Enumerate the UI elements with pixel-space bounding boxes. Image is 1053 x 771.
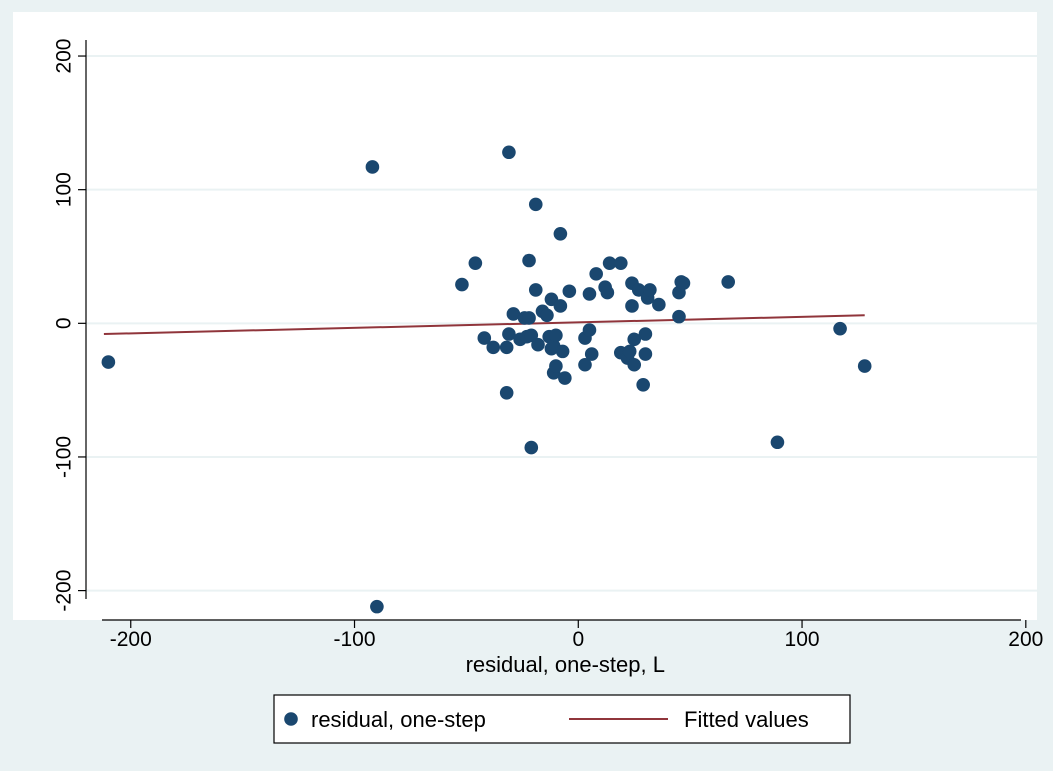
y-tick-label-1: -100 (53, 436, 76, 478)
x-tick-label-4: 200 (1008, 628, 1043, 651)
legend: residual, one-step Fitted values (273, 694, 851, 744)
fitted-values-line (103, 314, 865, 336)
data-point-9 (502, 327, 516, 341)
points-layer (101, 145, 872, 614)
data-point-54 (636, 377, 650, 392)
data-point-6 (486, 340, 501, 355)
data-point-0 (101, 355, 116, 369)
data-point-53 (631, 283, 646, 297)
legend-label-scatter: residual, one-step (311, 707, 486, 732)
legend-label-line: Fitted values (684, 707, 809, 732)
x-axis: -200 -100 0 100 200 (102, 619, 1043, 651)
data-point-10 (502, 145, 516, 160)
data-point-50 (625, 299, 639, 313)
data-point-41 (589, 267, 603, 281)
data-point-5 (477, 331, 492, 345)
data-point-38 (582, 323, 597, 337)
data-point-56 (638, 327, 653, 341)
data-point-21 (531, 337, 545, 352)
x-axis-title: residual, one-step, L (466, 652, 665, 677)
fit-line-layer (103, 314, 865, 336)
y-axis: -200 -100 0 100 200 (53, 39, 87, 612)
data-point-58 (643, 283, 657, 297)
data-point-52 (627, 332, 642, 347)
data-point-1 (365, 160, 380, 174)
data-point-39 (582, 287, 597, 301)
x-tick-label-2: 0 (572, 628, 584, 651)
legend-box (273, 694, 851, 744)
data-point-2 (370, 599, 384, 614)
data-point-40 (584, 347, 599, 361)
y-tick-label-4: 200 (53, 39, 76, 74)
data-point-30 (549, 328, 563, 343)
x-tick-label-3: 100 (785, 628, 820, 651)
data-point-31 (553, 226, 568, 241)
y-tick-label-0: -200 (53, 570, 76, 612)
data-point-65 (770, 435, 785, 450)
data-point-32 (553, 299, 568, 313)
data-point-59 (652, 297, 666, 312)
data-point-55 (638, 347, 653, 361)
y-tick-label-2: 0 (53, 317, 76, 329)
data-point-67 (857, 359, 872, 373)
x-tick-label-0: -200 (110, 628, 152, 651)
data-point-8 (499, 386, 514, 400)
data-point-16 (522, 253, 536, 268)
data-point-4 (468, 256, 483, 270)
data-point-64 (721, 275, 736, 289)
data-point-66 (833, 321, 847, 336)
data-point-17 (524, 328, 539, 343)
data-point-15 (522, 311, 536, 325)
data-point-19 (528, 283, 543, 297)
data-point-33 (555, 344, 570, 359)
legend-marker-scatter (284, 712, 298, 726)
data-point-48 (622, 344, 637, 359)
data-point-20 (528, 197, 543, 212)
data-point-43 (600, 285, 615, 300)
data-point-60 (672, 309, 686, 324)
data-point-36 (578, 357, 592, 372)
data-point-29 (549, 359, 563, 373)
data-point-11 (506, 307, 521, 321)
data-point-51 (627, 357, 642, 372)
data-point-35 (562, 284, 577, 299)
y-tick-label-3: 100 (53, 172, 76, 207)
data-point-63 (676, 276, 691, 291)
x-tick-label-1: -100 (334, 628, 376, 651)
data-point-7 (499, 340, 514, 355)
data-point-46 (613, 256, 628, 270)
data-point-34 (558, 371, 572, 385)
data-point-23 (540, 308, 554, 323)
data-point-3 (455, 277, 469, 292)
data-point-18 (524, 440, 539, 455)
data-point-44 (602, 256, 617, 270)
